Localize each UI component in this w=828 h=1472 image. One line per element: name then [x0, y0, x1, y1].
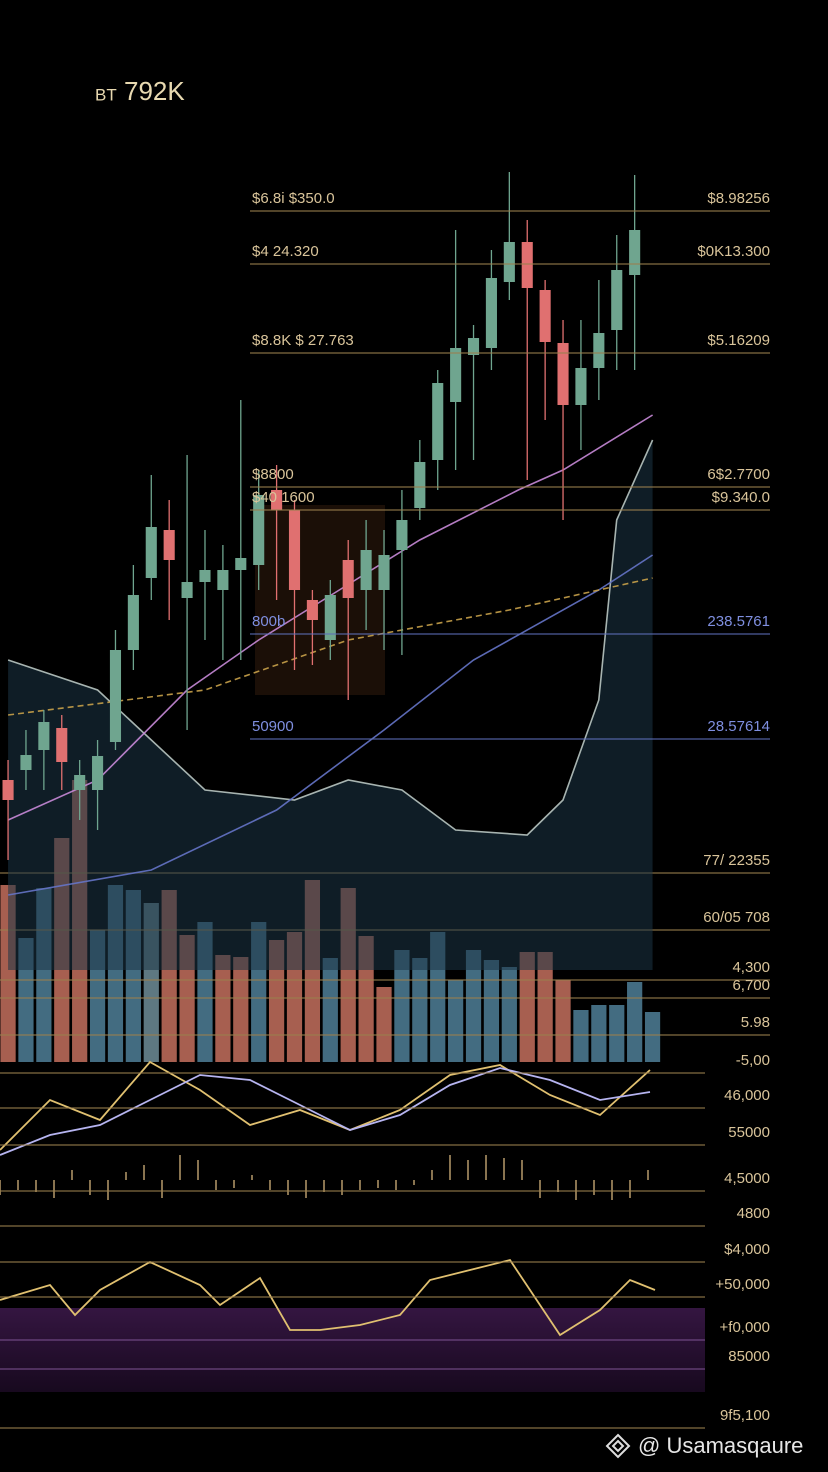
- candle-body: [450, 348, 462, 402]
- candle-body: [467, 338, 480, 355]
- candle-body: [288, 510, 301, 590]
- level-label: 28.57614: [707, 718, 770, 735]
- price: 792K: [124, 76, 185, 106]
- candle-body: [163, 530, 175, 560]
- candle-body: [378, 555, 390, 590]
- volume-bar: [233, 957, 249, 1062]
- candle-body: [485, 278, 497, 348]
- candle-body: [199, 570, 211, 582]
- candle-body: [56, 728, 68, 762]
- ticker: BT: [95, 85, 117, 104]
- volume-bar: [268, 940, 285, 1062]
- candle-body: [521, 242, 533, 288]
- level-label: 238.5761: [707, 613, 770, 630]
- candle-body: [109, 650, 122, 742]
- level-label: $0K13.300: [697, 243, 770, 260]
- candle-body: [629, 230, 641, 275]
- volume-bar: [448, 980, 464, 1062]
- level-label: 800b: [252, 613, 285, 630]
- level-label: $6.8i $350.0: [252, 190, 335, 207]
- candle-body: [396, 520, 408, 550]
- candle-body: [38, 722, 50, 750]
- candle-body: [235, 558, 247, 570]
- level-label: 4,300: [732, 959, 770, 976]
- level-label: $8.8K $ 27.763: [252, 332, 354, 349]
- level-label: $8.98256: [707, 190, 770, 207]
- indicator-line: [0, 1060, 651, 1151]
- candle-body: [414, 462, 426, 508]
- watermark: @ Usamasqaure: [638, 1433, 803, 1458]
- candle-body: [2, 780, 14, 800]
- volume-bar: [591, 1005, 607, 1062]
- level-label: +f0,000: [720, 1319, 770, 1336]
- level-label: 85000: [728, 1348, 770, 1365]
- level-label: $4 24.320: [252, 243, 319, 260]
- candle-body: [539, 290, 551, 342]
- candle-body: [217, 570, 229, 590]
- level-label: 46,000: [724, 1087, 770, 1104]
- level-label: $8800: [252, 466, 294, 483]
- level-label: $9.340.0: [712, 489, 770, 506]
- candle-body: [324, 595, 336, 640]
- level-label: 77/ 22355: [703, 852, 770, 869]
- level-label: 60/05 708: [703, 909, 770, 926]
- level-label: $40 1600: [252, 489, 315, 506]
- level-label: 6$2.7700: [707, 466, 770, 483]
- volume-bar: [412, 958, 428, 1062]
- logo: [605, 1433, 631, 1459]
- candle-body: [306, 600, 318, 620]
- level-label: 4800: [737, 1205, 770, 1222]
- candle-body: [593, 333, 605, 368]
- volume-bar: [501, 967, 517, 1062]
- candle-body: [127, 595, 139, 650]
- volume-bar: [465, 950, 482, 1062]
- level-label: $5.16209: [707, 332, 770, 349]
- level-label: 6,700: [732, 977, 770, 994]
- candle-body: [181, 582, 193, 598]
- volume-bar: [215, 955, 231, 1062]
- candle-body: [342, 560, 354, 598]
- overlay-area: [8, 440, 653, 970]
- candle-body: [74, 775, 86, 790]
- candle-body: [575, 368, 587, 405]
- moving-average: [7, 414, 654, 821]
- level-label: 55000: [728, 1124, 770, 1141]
- candle-body: [253, 495, 265, 565]
- level-label: -5,00: [736, 1052, 770, 1069]
- volume-bar: [555, 980, 571, 1062]
- indicator-line: [0, 1067, 651, 1156]
- volume-bar: [627, 982, 643, 1062]
- candle-body: [20, 755, 32, 770]
- level-label: 50900: [252, 718, 294, 735]
- candle-body: [503, 242, 515, 282]
- candle-body: [432, 383, 444, 460]
- candle-body: [145, 527, 157, 578]
- volume-bar: [376, 987, 392, 1062]
- level-label: $4,000: [724, 1241, 770, 1258]
- level-label: +50,000: [715, 1276, 770, 1293]
- watermark-logo: [605, 1433, 631, 1459]
- indicator-line: [0, 1258, 656, 1337]
- volume-bar: [644, 1012, 661, 1062]
- volume-bar: [573, 1010, 589, 1062]
- level-label: 4,5000: [724, 1170, 770, 1187]
- candle-body: [360, 550, 372, 590]
- candle-body: [557, 343, 569, 405]
- volume-bar: [483, 960, 500, 1062]
- volume-bar: [609, 1005, 625, 1062]
- moving-average: [7, 439, 654, 836]
- volume-bar: [394, 950, 410, 1062]
- indicator-band: [0, 1308, 705, 1392]
- volume-bar: [322, 958, 338, 1062]
- candle-body: [271, 490, 283, 510]
- candle-body: [611, 270, 623, 330]
- level-label: 9f5,100: [720, 1407, 770, 1424]
- candle-body: [92, 756, 104, 790]
- level-label: 5.98: [741, 1014, 770, 1031]
